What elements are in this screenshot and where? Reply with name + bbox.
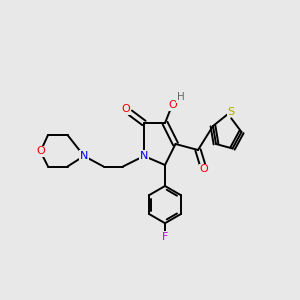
Text: H: H bbox=[177, 92, 185, 102]
Text: N: N bbox=[140, 151, 148, 161]
Text: O: O bbox=[169, 100, 178, 110]
Text: O: O bbox=[200, 164, 208, 175]
Text: F: F bbox=[162, 232, 168, 242]
Text: S: S bbox=[227, 106, 235, 117]
Text: O: O bbox=[36, 146, 45, 157]
Text: O: O bbox=[122, 104, 130, 115]
Text: N: N bbox=[80, 151, 88, 161]
